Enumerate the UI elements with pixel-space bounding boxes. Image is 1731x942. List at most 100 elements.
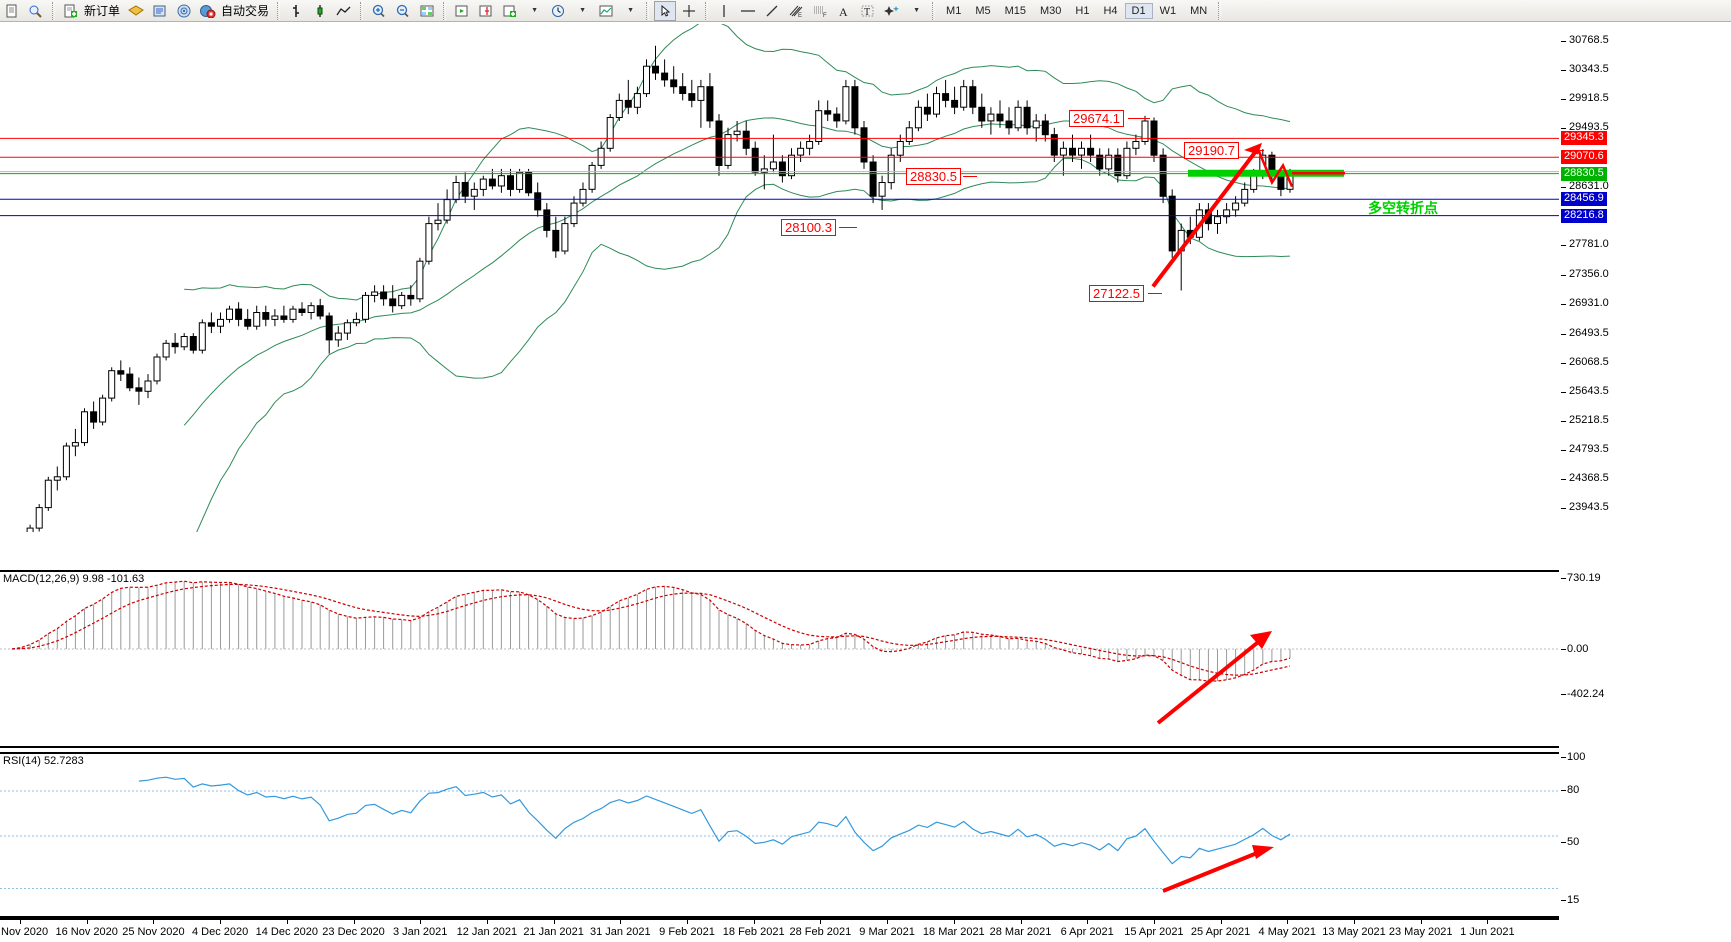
shapes-icon[interactable]: [881, 1, 903, 21]
candle-body: [643, 65, 650, 95]
indicators-icon[interactable]: [499, 1, 521, 21]
candle-body: [71, 442, 79, 447]
data-window-icon[interactable]: [416, 1, 438, 21]
candle-body: [588, 164, 596, 190]
rsi-chart-svg[interactable]: [0, 755, 1559, 917]
period-button-m5[interactable]: M5: [975, 4, 991, 17]
new-chart-icon[interactable]: [1, 1, 23, 21]
candle-body: [452, 182, 460, 201]
date-tick-label: 18 Mar 2021: [922, 926, 985, 938]
period-button-m15[interactable]: M15: [1004, 4, 1026, 17]
price-axis[interactable]: 30768.5 30343.5 29918.5 29493.5 28631.0 27781…: [1559, 24, 1731, 918]
candle-body: [90, 411, 98, 423]
period-button-d1[interactable]: D1: [1124, 2, 1153, 19]
expert-advisor-icon[interactable]: [125, 1, 147, 21]
candle-body: [26, 527, 34, 532]
toolbar-separator-5: [646, 1, 650, 20]
candle-body: [153, 356, 161, 382]
period-button-h1[interactable]: H1: [1075, 4, 1090, 17]
price-tick-label: 23943.5: [1569, 501, 1609, 513]
macd-pane[interactable]: MACD(12,26,9) 9.98 -101.63: [0, 570, 1559, 748]
price-tag-resistance-1[interactable]: 29345.3: [1561, 131, 1607, 146]
rsi-tick-label: 50: [1567, 836, 1580, 848]
indicators-dropdown-caret[interactable]: ▼: [531, 7, 538, 14]
fibonacci-icon[interactable]: F: [809, 1, 831, 21]
shapes-dropdown-caret[interactable]: ▼: [913, 7, 920, 14]
zoom-in-icon[interactable]: [368, 1, 390, 21]
periods-dropdown-caret[interactable]: ▼: [579, 7, 586, 14]
candlestick-chart-icon[interactable]: [309, 1, 331, 21]
cursor-icon[interactable]: [654, 0, 677, 21]
auto-scroll-icon[interactable]: [451, 1, 473, 21]
candle-body: [253, 312, 261, 327]
candle-body: [570, 202, 578, 225]
annotation-27122[interactable]: 27122.5: [1089, 285, 1144, 302]
date-tick-mark: [420, 920, 422, 924]
price-tick-label: 28631.0: [1569, 180, 1609, 193]
text-icon[interactable]: A: [833, 1, 855, 21]
candle-body: [697, 86, 705, 101]
candle-body: [869, 161, 877, 197]
date-tick-mark: [1153, 920, 1155, 924]
macd-main-line: [11, 580, 1291, 682]
candle-body: [715, 120, 723, 166]
autotrading-icon[interactable]: [197, 1, 219, 21]
candle-body: [878, 182, 886, 197]
templates-icon[interactable]: [595, 1, 617, 21]
symbols-icon[interactable]: [25, 1, 47, 21]
signals-icon[interactable]: [173, 1, 195, 21]
price-tick-mark: [1561, 70, 1566, 72]
templates-dropdown-caret[interactable]: ▼: [627, 7, 634, 14]
period-button-mn[interactable]: MN: [1190, 4, 1208, 17]
price-tick-label: 30343.5: [1569, 63, 1609, 76]
candle-body: [914, 106, 922, 129]
price-tag-current[interactable]: 28830.5: [1561, 166, 1607, 181]
annotation-28830[interactable]: 28830.5: [906, 168, 961, 185]
rsi-pane[interactable]: RSI(14) 52.7283: [0, 752, 1559, 918]
date-tick-mark: [86, 920, 88, 924]
annotation-29674[interactable]: 29674.1: [1069, 110, 1124, 127]
price-tag-support-1[interactable]: 28456.9: [1561, 192, 1607, 207]
metaeditor-icon[interactable]: [149, 1, 171, 21]
candle-body: [44, 479, 52, 509]
equidistant-channel-icon[interactable]: E: [785, 1, 807, 21]
candle-body: [470, 188, 478, 197]
candle-body: [824, 110, 832, 115]
price-chart-svg[interactable]: [0, 24, 1559, 532]
trendline-icon[interactable]: [761, 1, 783, 21]
candle-body: [343, 322, 351, 334]
line-chart-icon[interactable]: [333, 1, 355, 21]
new-order-label[interactable]: 新订单: [84, 4, 121, 18]
text-label-icon[interactable]: T: [857, 1, 879, 21]
annotation-28100-stem: [839, 227, 857, 228]
candle-body: [171, 342, 179, 348]
vertical-line-icon[interactable]: [713, 1, 735, 21]
macd-chart-svg[interactable]: [0, 573, 1559, 747]
autotrading-label[interactable]: 自动交易: [221, 4, 270, 18]
date-tick-mark: [20, 920, 21, 924]
candle-body: [198, 322, 206, 351]
candle-body: [271, 315, 279, 320]
new-order-icon[interactable]: [60, 1, 82, 21]
price-chart-pane[interactable]: [0, 24, 1559, 532]
horizontal-line-icon[interactable]: [737, 1, 759, 21]
period-button-w1[interactable]: W1: [1159, 4, 1177, 17]
period-button-m1[interactable]: M1: [946, 4, 962, 17]
date-tick-label: 15 Apr 2021: [1124, 926, 1184, 938]
annotation-28100[interactable]: 28100.3: [781, 219, 836, 236]
zoom-out-icon[interactable]: [392, 1, 414, 21]
chart-shift-icon[interactable]: [475, 1, 497, 21]
date-axis[interactable]: 6 Nov 2020 16 Nov 2020 25 Nov 2020 4 Dec 20…: [0, 918, 1559, 942]
period-button-m30[interactable]: M30: [1040, 4, 1062, 17]
zone-label-turning-point: 多空转折点: [1368, 201, 1438, 217]
candle-body: [407, 294, 415, 300]
crosshair-icon[interactable]: [678, 1, 700, 21]
bar-chart-icon[interactable]: [285, 1, 307, 21]
candle-body: [724, 134, 732, 166]
period-button-h4[interactable]: H4: [1103, 4, 1118, 17]
periods-icon[interactable]: [547, 1, 569, 21]
price-tag-support-2[interactable]: 28216.8: [1561, 208, 1607, 223]
annotation-29190[interactable]: 29190.7: [1184, 142, 1239, 159]
price-tick-mark: [1561, 508, 1566, 509]
price-tag-resistance-2[interactable]: 29070.6: [1561, 150, 1607, 165]
